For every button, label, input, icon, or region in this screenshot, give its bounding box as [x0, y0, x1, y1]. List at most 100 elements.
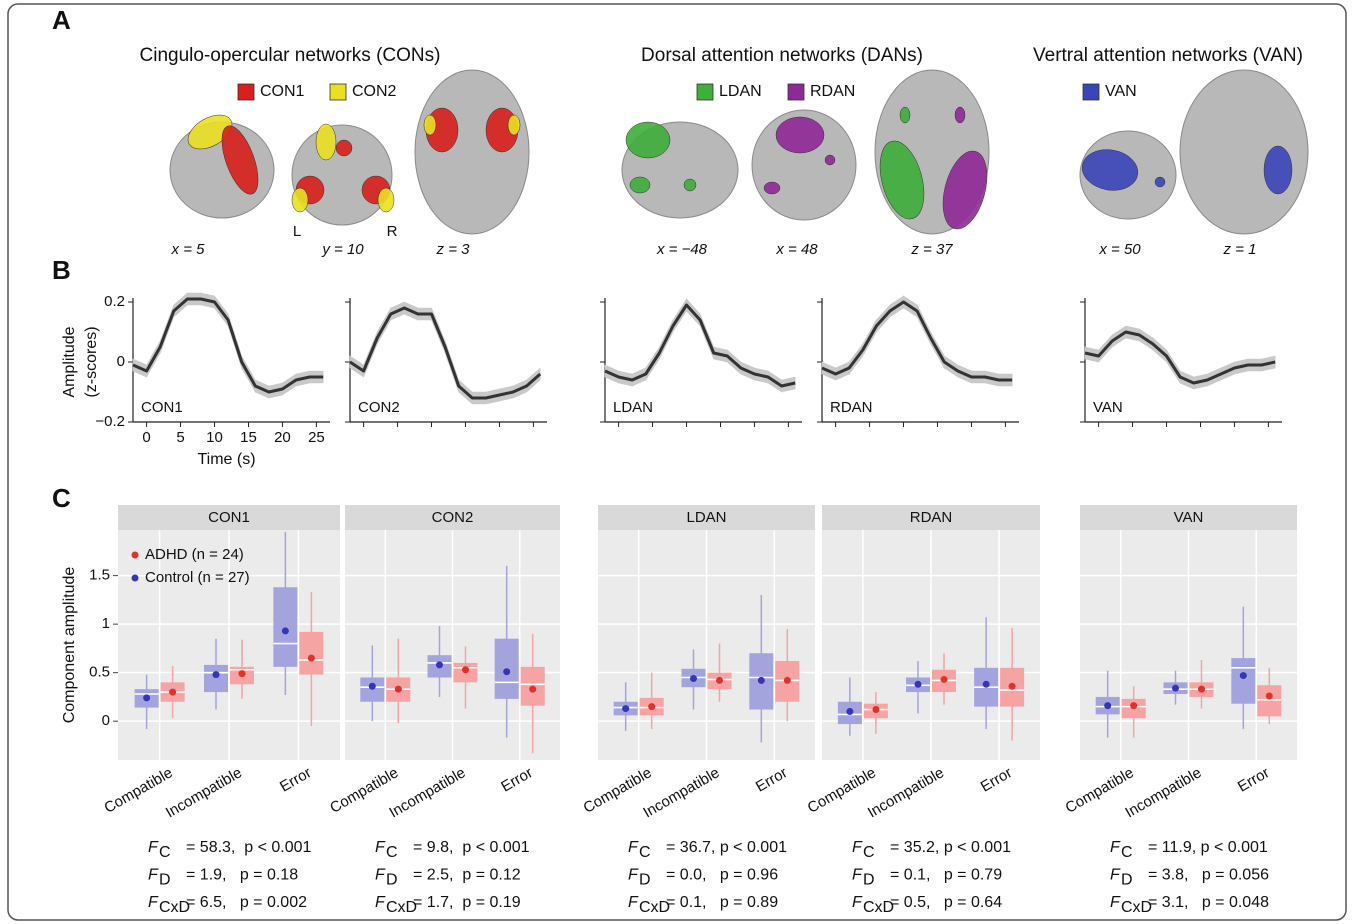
stat-text: = 6.5, p = 0.002 — [186, 894, 307, 911]
y-tick-label: 0 — [117, 353, 125, 370]
mean-point — [941, 676, 948, 683]
chart-annotation: CON2 — [358, 399, 400, 416]
panel-label: A — [52, 5, 71, 35]
x-tick-label: 20 — [274, 429, 291, 446]
facet-title: CON1 — [208, 509, 250, 526]
box — [273, 587, 297, 667]
mean-point — [915, 681, 922, 688]
legend-swatch — [1083, 84, 1099, 100]
mean-point — [1009, 683, 1016, 690]
slice-label: x = 48 — [775, 241, 818, 258]
stat-text: = 3.1, p = 0.048 — [1148, 894, 1269, 911]
y-tick-label: 0 — [102, 712, 110, 729]
legend-label: VAN — [1105, 83, 1137, 100]
y-tick-label: 0.5 — [89, 664, 110, 681]
network-blob — [336, 140, 352, 156]
mean-point — [872, 706, 879, 713]
slice-label: y = 10 — [321, 241, 364, 258]
network-blob — [626, 122, 670, 158]
mean-point — [1266, 692, 1273, 699]
network-blob — [630, 177, 650, 193]
network-blob — [424, 115, 436, 135]
slice-label: z = 37 — [910, 241, 953, 258]
mean-point — [716, 677, 723, 684]
panel-label: B — [52, 255, 71, 285]
legend-swatch — [697, 84, 713, 100]
x-tick-label: 15 — [240, 429, 257, 446]
orientation-label: R — [387, 223, 398, 240]
stat-symbol: F — [1110, 894, 1121, 911]
mean-point — [239, 670, 246, 677]
x-tick-label: 5 — [176, 429, 184, 446]
orientation-label: L — [293, 223, 301, 240]
stat-text: = 35.2, p < 0.001 — [890, 839, 1011, 856]
chart-annotation: VAN — [1093, 399, 1123, 416]
brain-slice — [1180, 70, 1308, 234]
mean-point — [622, 705, 629, 712]
slice-label: x = 5 — [171, 241, 206, 258]
y-axis-label: Amplitude — [61, 326, 78, 397]
brain-slice — [415, 70, 529, 234]
network-blob — [776, 117, 824, 153]
mean-point — [648, 703, 655, 710]
legend-marker — [132, 552, 139, 559]
legend-marker — [132, 575, 139, 582]
y-tick-label: 1.5 — [89, 567, 110, 584]
network-blob — [900, 107, 910, 123]
stat-text: = 3.8, p = 0.056 — [1148, 867, 1269, 884]
x-axis-label: Time (s) — [197, 451, 255, 468]
y-axis-label: Component amplitude — [61, 567, 78, 724]
stat-symbol: F — [628, 839, 639, 856]
stat-text: = 9.8, p < 0.001 — [413, 839, 530, 856]
chart-annotation: LDAN — [613, 399, 653, 416]
stat-text: = 0.0, p = 0.96 — [666, 867, 778, 884]
facet-title: VAN — [1174, 509, 1204, 526]
stat-symbol: F — [628, 867, 639, 884]
box — [1231, 658, 1255, 704]
legend-label: Control (n = 27) — [145, 569, 250, 586]
mean-point — [503, 668, 510, 675]
stat-subscript: D — [386, 872, 398, 889]
mean-point — [1172, 685, 1179, 692]
group-title: Vertral attention networks (VAN) — [1033, 45, 1303, 66]
network-blob — [684, 179, 696, 191]
stat-text: = 36.7, p < 0.001 — [666, 839, 787, 856]
mean-point — [1104, 702, 1111, 709]
mean-point — [395, 686, 402, 693]
box — [1257, 685, 1281, 716]
stat-symbol: F — [375, 894, 386, 911]
mean-point — [462, 666, 469, 673]
stat-symbol: F — [852, 894, 863, 911]
stat-text: = 1.9, p = 0.18 — [186, 867, 298, 884]
stat-subscript: C — [386, 844, 398, 861]
mean-point — [1198, 686, 1205, 693]
mean-point — [308, 655, 315, 662]
stat-subscript: D — [863, 872, 875, 889]
stat-subscript: D — [159, 872, 171, 889]
legend-swatch — [788, 84, 804, 100]
stat-symbol: F — [1110, 867, 1121, 884]
stat-text: = 0.5, p = 0.64 — [890, 894, 1002, 911]
network-blob — [316, 124, 336, 160]
mean-point — [1240, 672, 1247, 679]
chart-annotation: RDAN — [830, 399, 873, 416]
mean-point — [758, 677, 765, 684]
stat-text: = 2.5, p = 0.12 — [413, 867, 521, 884]
stat-symbol: F — [852, 839, 863, 856]
facet-title: LDAN — [686, 509, 726, 526]
stat-subscript: C — [1121, 844, 1133, 861]
mean-point — [529, 686, 536, 693]
stat-symbol: F — [375, 839, 386, 856]
mean-point — [436, 661, 443, 668]
stat-symbol: F — [148, 867, 159, 884]
stat-symbol: F — [375, 867, 386, 884]
stat-subscript: C — [639, 844, 651, 861]
stat-subscript: C — [863, 844, 875, 861]
stat-symbol: F — [1110, 839, 1121, 856]
x-tick-label: 0 — [142, 429, 150, 446]
y-axis-label: (z-scores) — [83, 326, 100, 397]
y-tick-label: 1 — [102, 615, 110, 632]
network-blob — [508, 115, 520, 135]
y-tick-label: −0.2 — [95, 413, 125, 430]
facet-title: RDAN — [910, 509, 953, 526]
